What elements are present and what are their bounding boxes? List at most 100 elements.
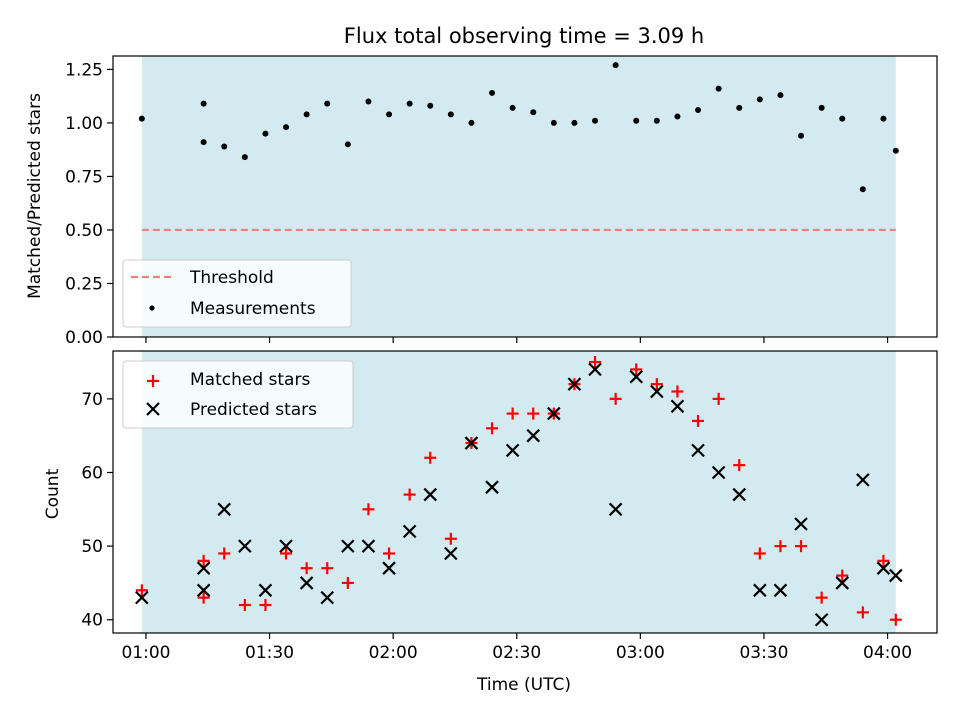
predicted-point bbox=[588, 362, 602, 377]
predicted-point-b bbox=[876, 561, 891, 575]
predicted-point-b bbox=[320, 590, 335, 605]
threshold-legend-label: Threshold bbox=[189, 268, 274, 288]
measurement-point bbox=[756, 96, 763, 103]
predicted-point bbox=[382, 561, 396, 575]
measurement-point bbox=[818, 104, 825, 111]
predicted-point bbox=[526, 428, 541, 443]
matched-point bbox=[486, 422, 499, 435]
measurement-point bbox=[736, 104, 743, 111]
matched-point bbox=[733, 459, 746, 472]
predicted-point bbox=[464, 436, 479, 450]
measurement-point bbox=[653, 117, 660, 124]
x-tick-label-5: 03:30 bbox=[739, 643, 788, 663]
predicted-point bbox=[773, 583, 788, 598]
predicted-point bbox=[567, 377, 582, 391]
measurements-legend-label: Measurements bbox=[190, 299, 316, 319]
matched-point bbox=[444, 532, 457, 545]
matched-point bbox=[650, 378, 663, 391]
matched-point bbox=[280, 547, 293, 560]
predicted-point-b bbox=[135, 590, 149, 605]
predicted-point-b bbox=[711, 465, 726, 480]
measurements-legend-swatch bbox=[149, 305, 155, 311]
matched-legend-swatch bbox=[147, 375, 159, 387]
matched-point bbox=[300, 562, 313, 575]
y-tick-label-1-3: 70 bbox=[81, 390, 103, 410]
measurement-point bbox=[200, 139, 207, 146]
predicted-point bbox=[258, 583, 273, 598]
measurement-point bbox=[839, 115, 846, 122]
predicted-point-b bbox=[773, 583, 788, 598]
predicted-point bbox=[238, 539, 252, 553]
y-tick-label-0-4: 1.00 bbox=[65, 114, 103, 134]
bottom-legend: Matched stars Predicted stars bbox=[122, 360, 354, 429]
predicted-point-b bbox=[505, 443, 520, 458]
predicted-point bbox=[835, 576, 850, 590]
x-tick-label-6: 04:00 bbox=[863, 643, 912, 663]
x-axis-label: Time (UTC) bbox=[476, 675, 571, 695]
predicted-point-b bbox=[753, 583, 767, 598]
measurement-point bbox=[695, 107, 702, 114]
predicted-point-b bbox=[794, 517, 808, 531]
predicted-point-b bbox=[196, 561, 211, 575]
matched-point bbox=[671, 385, 684, 398]
measurement-point bbox=[324, 100, 331, 107]
predicted-point-b bbox=[889, 568, 903, 583]
y-tick-label-0-2: 0.50 bbox=[65, 221, 103, 241]
y-tick-label-1-0: 40 bbox=[81, 611, 103, 631]
predicted-point bbox=[196, 561, 211, 575]
matched-point bbox=[259, 599, 272, 612]
predicted-point-b bbox=[650, 384, 664, 399]
matched-point bbox=[815, 591, 828, 604]
matched-point bbox=[753, 547, 766, 560]
predicted-point-b bbox=[382, 561, 396, 575]
y-tick-label-0-0: 0.00 bbox=[65, 328, 103, 348]
predicted-point bbox=[711, 465, 726, 480]
measurement-point bbox=[509, 104, 516, 111]
predicted-point bbox=[856, 473, 870, 487]
matched-point bbox=[795, 540, 808, 553]
bottom-legend-box bbox=[122, 360, 354, 429]
measurement-point bbox=[715, 85, 722, 92]
matched-legend-label: Matched stars bbox=[190, 370, 310, 390]
predicted-point bbox=[505, 443, 520, 458]
predicted-point-b bbox=[196, 583, 211, 598]
measurement-point bbox=[365, 98, 372, 105]
predicted-point-b bbox=[217, 502, 232, 517]
bottom-axes-frame bbox=[112, 350, 938, 634]
matched-point bbox=[692, 414, 705, 427]
matched-point bbox=[877, 554, 890, 567]
measurement-point bbox=[798, 132, 805, 139]
predicted-point bbox=[889, 568, 903, 583]
measurement-point bbox=[406, 100, 413, 107]
measurement-point bbox=[283, 124, 290, 131]
predicted-point bbox=[650, 384, 664, 399]
measurement-point bbox=[344, 141, 351, 148]
predicted-point-b bbox=[423, 487, 438, 502]
predicted-point-b bbox=[464, 436, 479, 450]
measurement-point bbox=[880, 115, 887, 122]
chart-title: Flux total observing time = 3.09 h bbox=[344, 24, 704, 48]
bottom-panel: 40 50 60 70 01:00 01:30 02:00 02:30 03:00 03:30 04… bbox=[81, 350, 938, 663]
x-tick-label-1: 01:30 bbox=[245, 643, 294, 663]
predicted-point bbox=[670, 399, 685, 413]
measurement-point bbox=[633, 117, 640, 124]
predicted-point-b bbox=[608, 502, 623, 517]
predicted-point bbox=[320, 590, 335, 605]
measurement-point bbox=[859, 186, 866, 193]
matched-point bbox=[527, 407, 540, 420]
predicted-point-b bbox=[258, 583, 273, 598]
bottom-y-axis-label: Count bbox=[43, 468, 63, 519]
matched-point bbox=[238, 599, 251, 612]
predicted-point bbox=[402, 524, 417, 539]
predicted-point bbox=[217, 502, 232, 517]
matched-point bbox=[506, 407, 519, 420]
measurement-point bbox=[892, 147, 899, 154]
predicted-point-b bbox=[670, 399, 685, 413]
predicted-point bbox=[423, 487, 438, 502]
predicted-point bbox=[341, 539, 355, 553]
measurement-point bbox=[200, 100, 207, 107]
matched-point bbox=[774, 540, 787, 553]
measurement-point bbox=[386, 111, 393, 118]
matched-point bbox=[197, 554, 210, 567]
